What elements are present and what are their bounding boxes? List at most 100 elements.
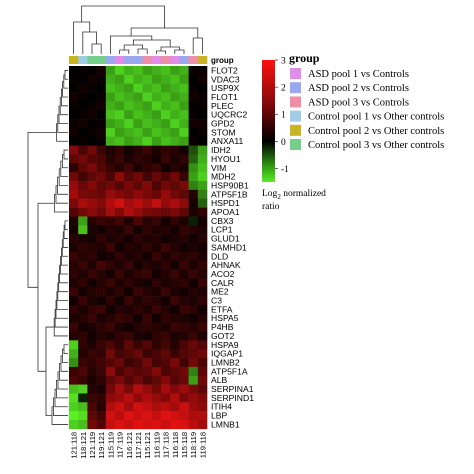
color-scale-title: Log2 normalized [262,189,326,201]
heatmap-cell [179,384,189,394]
heatmap-cell [179,358,189,368]
heatmap-cell [87,127,97,138]
legend-swatch [290,82,301,94]
color-scale-tick-label: -1 [281,165,289,175]
heatmap-cell [179,163,189,173]
heatmap-cell [133,136,143,146]
heatmap-cell [161,420,171,430]
heatmap-cell [78,296,88,306]
legend-swatch [290,96,301,108]
heatmap-cell [69,402,79,412]
heatmap-cell [188,340,199,350]
heatmap-cell [188,119,199,129]
heatmap-cell [170,340,180,350]
heatmap-cell [161,287,171,297]
heatmap-cell [161,145,171,155]
heatmap-cell [142,163,153,173]
heatmap-cell [87,393,97,403]
legend-label: Control pool 2 vs Other controls [308,126,444,137]
heatmap-cell [179,119,189,129]
group-annotation-cell [170,56,180,64]
heatmap-cell [188,234,199,244]
heatmap-cell [124,340,134,350]
heatmap-cell [170,110,180,120]
heatmap-cell [179,110,189,120]
heatmap-cell [197,260,208,270]
heatmap-cell [133,181,143,191]
heatmap-cell [115,127,125,138]
heatmap-cell [96,145,107,155]
heatmap-cell [197,251,208,261]
row-label: HSPD1 [211,198,240,208]
heatmap-cell [69,331,79,341]
heatmap-cell [69,296,79,306]
heatmap-cell [96,110,107,120]
color-scale-title-line2: ratio [262,202,280,212]
row-label: HSPA5 [211,313,239,323]
heatmap-cell [179,287,189,297]
heatmap-cell [133,402,143,412]
heatmap-cell [142,110,153,120]
heatmap-cell [197,66,208,76]
heatmap-cell [188,304,199,315]
heatmap-cell [96,411,107,421]
heatmap-cell [188,207,199,217]
heatmap-cell [96,83,107,93]
heatmap-cell [161,181,171,191]
heatmap-cell [188,216,199,226]
heatmap-cell [151,393,162,403]
heatmap-cell [188,358,199,368]
heatmap-cell [78,260,88,270]
row-label: GLUD1 [211,234,240,244]
heatmap-cell [188,101,199,111]
group-annotation-cell [105,56,116,64]
heatmap-cell [197,278,208,288]
heatmap-cell [197,207,208,217]
heatmap-cell [105,287,116,297]
heatmap-cell [188,154,199,164]
heatmap-cell [115,66,125,76]
heatmap-cell [124,278,134,288]
heatmap-cell [142,83,153,93]
heatmap-cell [124,145,134,155]
heatmap-cell [151,340,162,350]
heatmap-cell [69,172,79,182]
heatmap-cell [105,402,116,412]
heatmap-cell [69,366,79,377]
heatmap-cell [78,340,88,350]
heatmap-cell [161,393,171,403]
heatmap-cell [179,331,189,341]
heatmap-cell [69,110,79,120]
heatmap-cell [151,136,162,146]
heatmap-cell [87,136,97,146]
color-scale-tick-label: 3 [281,57,286,67]
heatmap-cell [142,181,153,191]
heatmap-cell [161,136,171,146]
heatmap-cell [179,349,189,359]
row-label: MDH2 [211,172,236,182]
heatmap-cell [179,92,189,102]
heatmap-cell [133,216,143,226]
heatmap-cell [96,393,107,403]
heatmap-cell [124,287,134,297]
heatmap-cell [151,119,162,129]
heatmap-cell [78,145,88,155]
heatmap-cell [151,163,162,173]
heatmap-cell [170,207,180,217]
heatmap-cell [69,66,79,76]
heatmap-cell [96,366,107,377]
heatmap-cell [115,269,125,279]
heatmap-cell [142,198,153,208]
heatmap-cell [170,145,180,155]
heatmap-cell [96,420,107,430]
heatmap-cell [179,269,189,279]
row-label: CBX3 [211,216,234,226]
heatmap-cell [87,331,97,341]
heatmap-cell [179,66,189,76]
heatmap-cell [142,225,153,235]
column-label: 116:118 [171,432,180,458]
heatmap-cell [188,145,199,155]
heatmap-cell [161,216,171,226]
heatmap-cell [161,384,171,394]
legend-label: ASD pool 1 vs Controls [308,69,409,80]
